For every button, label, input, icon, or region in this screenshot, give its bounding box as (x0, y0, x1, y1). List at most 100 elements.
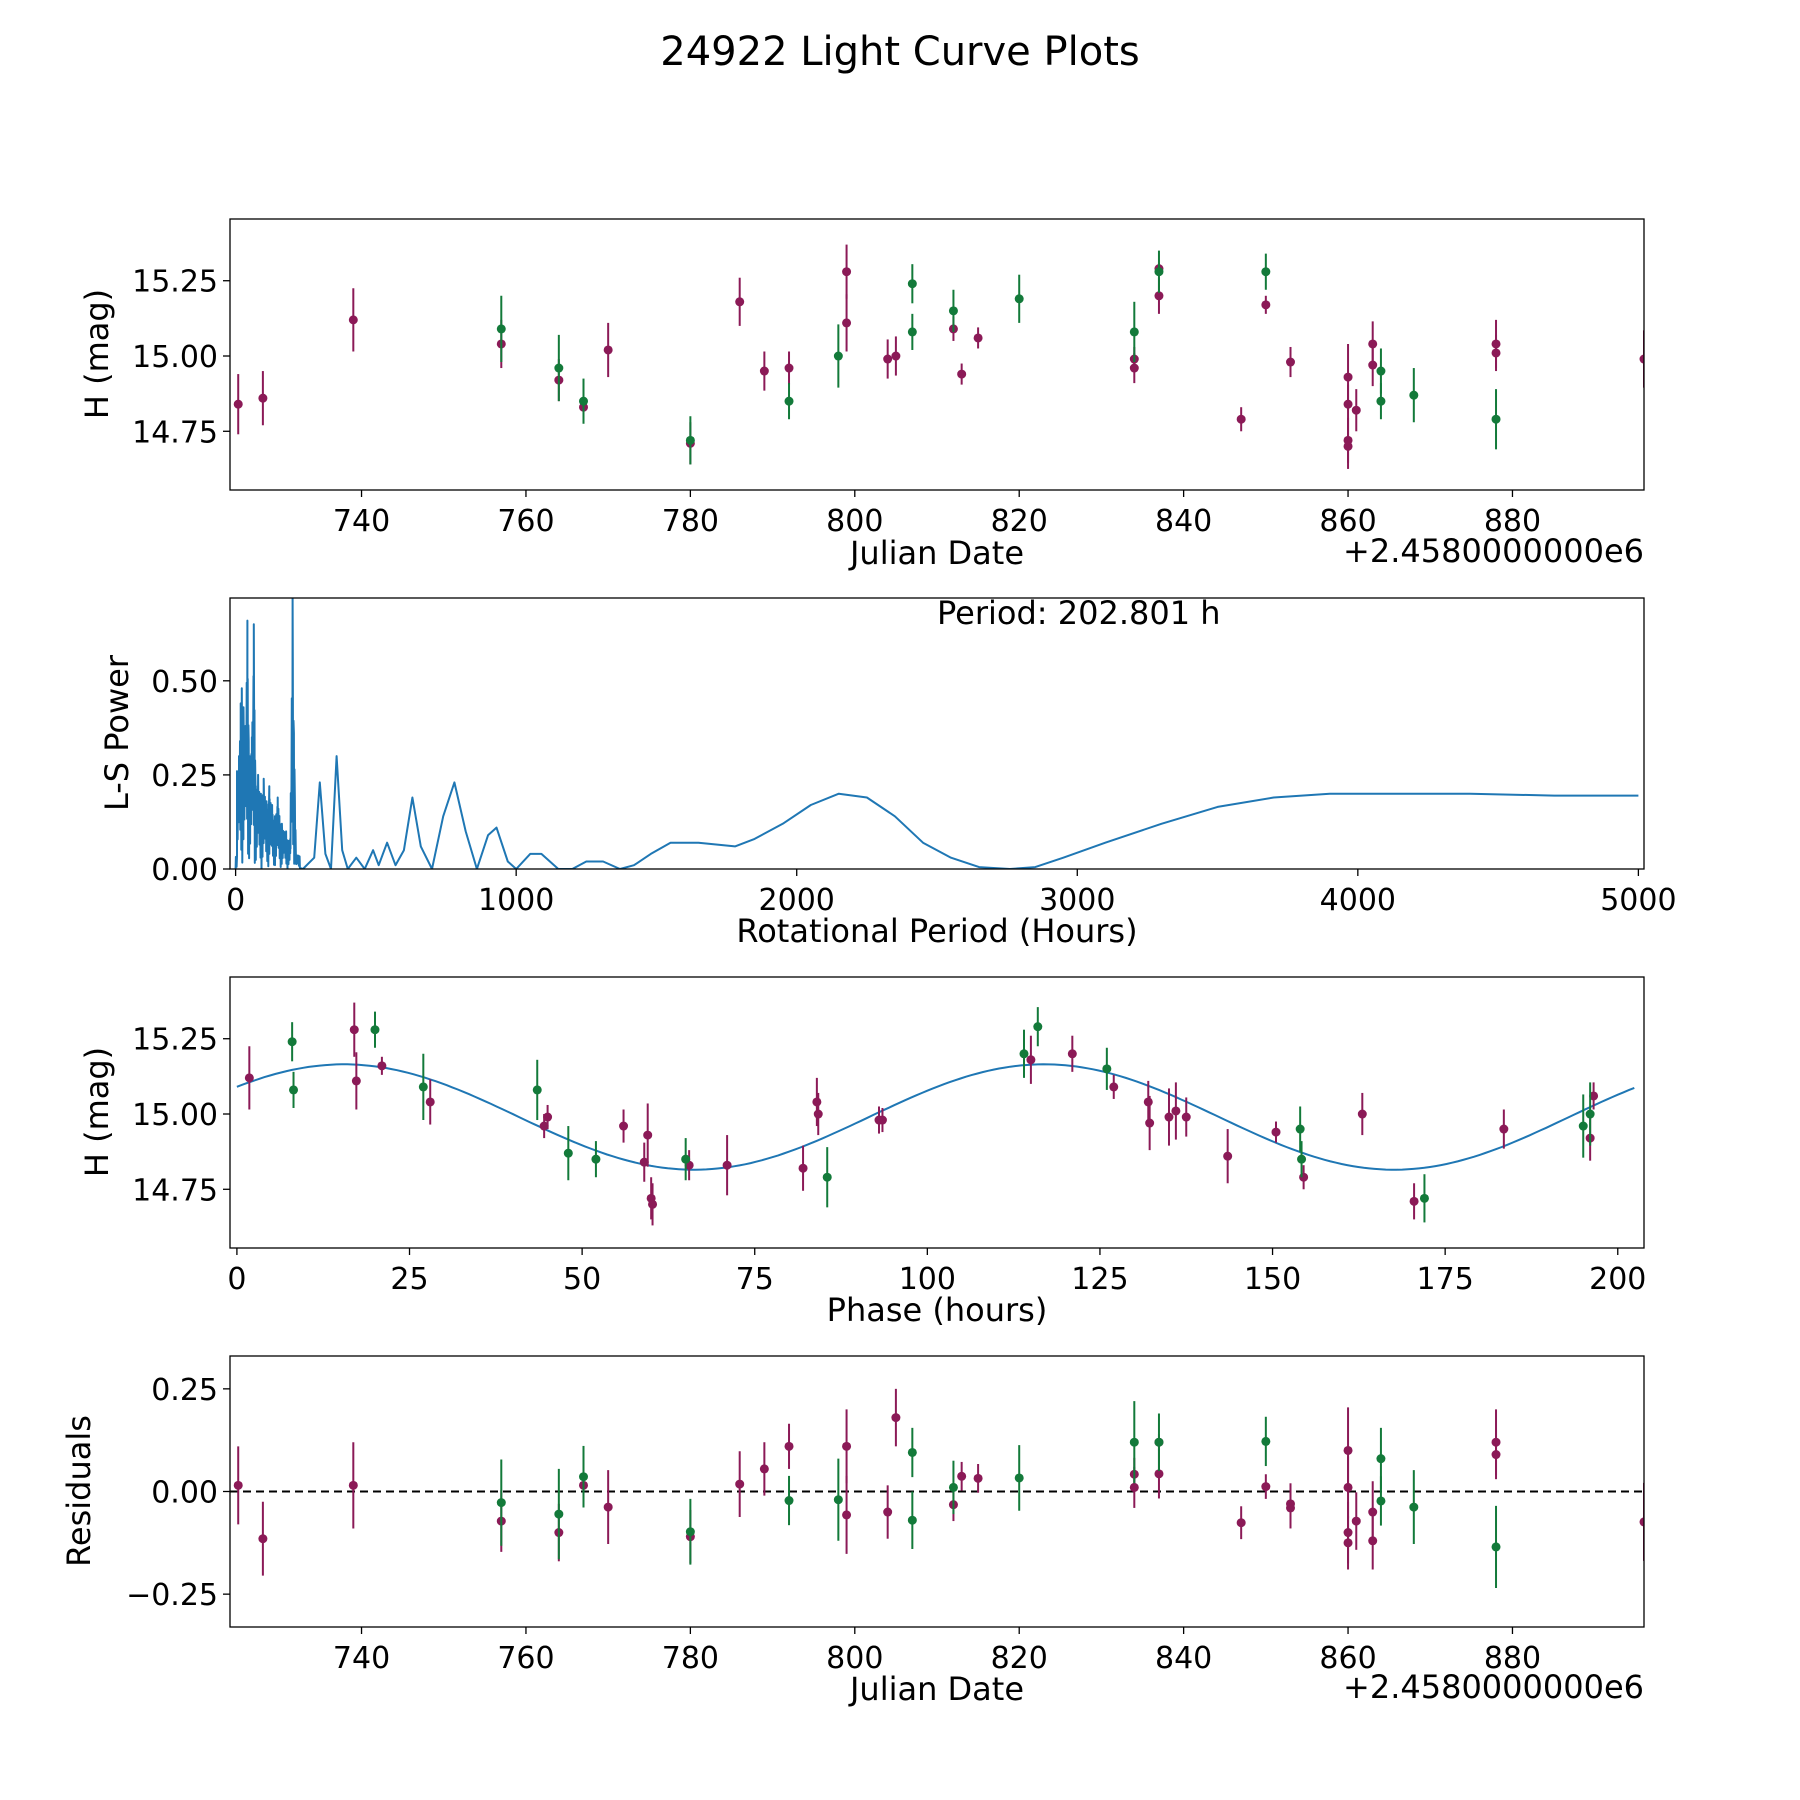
phase-yticks: 14.75 15.00 15.25 (132, 1023, 230, 1208)
phase-point-filter-magenta (1299, 1172, 1309, 1182)
residuals-point-filter-green (907, 1515, 917, 1525)
light-curve-point-filter-green (1409, 390, 1419, 400)
phase-xticks: 0 25 50 75 100 125 150 175 200 (227, 1248, 1646, 1297)
residuals-point-filter-magenta (957, 1471, 967, 1481)
phase-point-filter-magenta (643, 1130, 653, 1140)
phase-point-filter-green (1578, 1121, 1588, 1131)
light-curve-point-filter-magenta (784, 363, 794, 373)
residuals-point-filter-green (784, 1496, 794, 1506)
phase-point-filter-magenta (1499, 1124, 1509, 1134)
residuals-xlabel: Julian Date (848, 1670, 1024, 1708)
phase-point-filter-green (591, 1154, 601, 1164)
residuals-ytick-label: 0.00 (151, 1476, 218, 1511)
phase-point-filter-green (1585, 1109, 1595, 1119)
phase-point-filter-green (1419, 1193, 1429, 1203)
light-curve-points (233, 244, 1644, 469)
periodogram-curve (234, 598, 1639, 869)
phase-point-filter-magenta (1026, 1055, 1036, 1065)
residuals-point-filter-magenta (1351, 1516, 1361, 1526)
light-curve-point-filter-green (1376, 366, 1386, 376)
figure-title: 24922 Light Curve Plots (660, 29, 1139, 75)
light-curve-point-filter-magenta (233, 399, 243, 409)
light-curve-plot-frame (229, 218, 1645, 491)
residuals-point-filter-magenta (1368, 1536, 1378, 1546)
light-curve-point-filter-green (685, 435, 695, 445)
light-curve-point-filter-magenta (1129, 363, 1139, 373)
phase-point-filter-magenta (1067, 1049, 1077, 1059)
phase-ytick-label: 15.00 (132, 1098, 218, 1133)
residuals-xtick-label: 780 (662, 1641, 719, 1676)
light-curve-point-filter-magenta (1236, 414, 1246, 424)
phase-xtick-label: 200 (1589, 1262, 1646, 1297)
phase-xtick-label: 25 (390, 1262, 428, 1297)
light-curve-point-filter-magenta (1343, 399, 1353, 409)
light-curve-point-filter-magenta (883, 354, 893, 364)
phase-xtick-label: 125 (1071, 1262, 1128, 1297)
light-curve-xtick-label: 760 (497, 504, 554, 539)
residuals-point-filter-magenta (1343, 1538, 1353, 1548)
light-curve-point-filter-magenta (1343, 372, 1353, 382)
light-curve-point-filter-magenta (735, 297, 745, 307)
panel-residuals: 740 760 780 800 820 840 860 880 −0.25 0.00 0.25 J… (60, 1355, 1645, 1708)
residuals-point-filter-magenta (1491, 1450, 1501, 1460)
residuals-point-filter-magenta (784, 1441, 794, 1451)
residuals-point-filter-green (554, 1509, 564, 1519)
residuals-point-filter-magenta (1154, 1469, 1164, 1479)
light-curve-ylabel: H (mag) (78, 289, 116, 419)
residuals-point-filter-magenta (258, 1534, 268, 1544)
light-curve-xtick-label: 740 (333, 504, 390, 539)
phase-ytick-label: 15.25 (132, 1023, 218, 1058)
residuals-point-filter-magenta (842, 1441, 852, 1451)
phase-point-filter-green (1019, 1049, 1029, 1059)
phase-point-filter-green (532, 1085, 542, 1095)
residuals-ytick-label: −0.25 (126, 1578, 218, 1613)
light-curve-point-filter-magenta (258, 393, 268, 403)
periodogram-xtick-label: 1000 (478, 883, 554, 918)
phase-ylabel: H (mag) (78, 1047, 116, 1177)
residuals-point-filter-magenta (973, 1473, 983, 1483)
periodogram-xtick-label: 5000 (1600, 883, 1676, 918)
phase-point-filter-magenta (619, 1121, 629, 1131)
residuals-ylabel: Residuals (60, 1415, 98, 1567)
light-curve-xtick-label: 820 (991, 504, 1048, 539)
phase-point-filter-magenta (1589, 1091, 1599, 1101)
light-curve-point-filter-magenta (842, 267, 852, 277)
light-curve-yticks: 14.75 15.00 15.25 (132, 265, 230, 450)
residuals-point-filter-green (496, 1498, 506, 1508)
residuals-xtick-label: 760 (497, 1641, 554, 1676)
phase-point-filter-magenta (1145, 1118, 1155, 1128)
periodogram-xlabel: Rotational Period (Hours) (736, 912, 1137, 950)
phase-point-filter-magenta (722, 1160, 732, 1170)
light-curve-point-filter-magenta (1343, 441, 1353, 451)
light-curve-xtick-label: 840 (1155, 504, 1212, 539)
residuals-point-filter-magenta (1129, 1482, 1139, 1492)
phase-point-filter-magenta (1164, 1112, 1174, 1122)
phase-point-filter-green (563, 1148, 573, 1158)
phase-xtick-label: 0 (227, 1262, 246, 1297)
phase-point-filter-magenta (877, 1115, 887, 1125)
periodogram-xtick-label: 4000 (1320, 883, 1396, 918)
light-curve-point-filter-magenta (348, 315, 358, 325)
residuals-point-filter-magenta (735, 1479, 745, 1489)
light-curve-point-filter-green (1491, 414, 1501, 424)
residuals-point-filter-green (579, 1472, 588, 1482)
phase-plot-frame (229, 976, 1645, 1249)
residuals-point-filter-magenta (883, 1507, 893, 1517)
residuals-point-filter-green (1376, 1454, 1386, 1464)
phase-points (236, 1002, 1635, 1226)
phase-point-filter-magenta (798, 1163, 808, 1173)
light-curve-point-filter-green (496, 324, 506, 334)
phase-point-filter-magenta (1357, 1109, 1367, 1119)
light-curve-point-filter-magenta (1351, 405, 1361, 415)
light-curve-point-filter-magenta (603, 345, 613, 355)
residuals-ytick-label: 0.25 (151, 1373, 218, 1408)
periodogram-line (234, 598, 1639, 869)
phase-ytick-label: 14.75 (132, 1173, 218, 1208)
light-curve-point-filter-magenta (973, 333, 983, 343)
phase-xtick-label: 50 (563, 1262, 601, 1297)
light-curve-point-filter-green (948, 306, 958, 316)
residuals-point-filter-magenta (1343, 1445, 1353, 1455)
residuals-point-filter-green (1129, 1437, 1139, 1447)
light-curve-point-filter-magenta (1261, 300, 1271, 310)
